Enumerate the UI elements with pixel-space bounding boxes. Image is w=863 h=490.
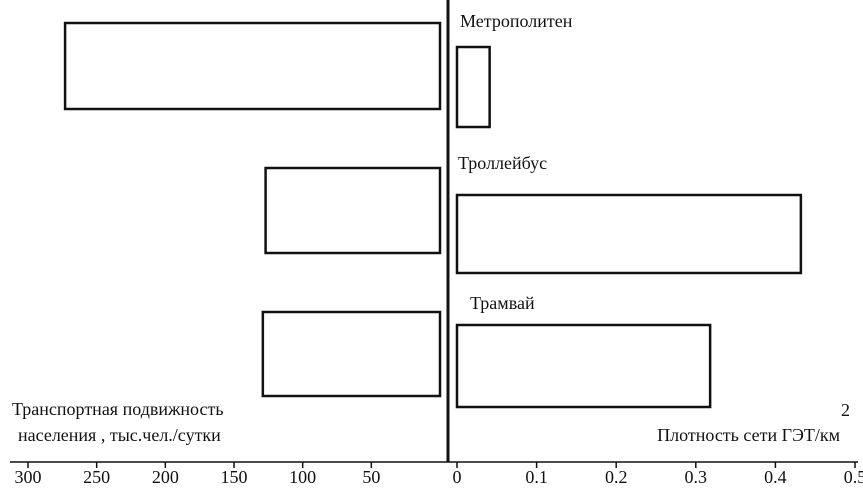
- bar: [261, 310, 442, 398]
- x-tick-label: 200: [152, 467, 179, 487]
- bar: [455, 323, 712, 409]
- category-label: Троллейбус: [458, 153, 547, 173]
- x-tick-label: 0.5: [844, 467, 863, 487]
- x-tick-label: 300: [15, 467, 42, 487]
- x-tick-label: 0.2: [605, 467, 628, 487]
- x-tick-label: 0.4: [764, 467, 787, 487]
- x-tick-label: 150: [221, 467, 248, 487]
- x-tick-label: 100: [289, 467, 316, 487]
- x-tick-label: 250: [83, 467, 110, 487]
- bar: [264, 166, 442, 255]
- x-tick-label: 0.1: [525, 467, 548, 487]
- left-axis-label: Транспортная подвижность: [12, 399, 224, 419]
- category-label: Метрополитен: [460, 11, 573, 31]
- right-axis-label-sup: 2: [841, 400, 850, 420]
- x-tick-label: 50: [362, 467, 380, 487]
- right-axis-label: Плотность сети ГЭТ/км: [657, 425, 840, 445]
- bar: [455, 193, 803, 275]
- bar: [63, 21, 442, 111]
- left-axis-label: населения , тыс.чел./сутки: [18, 425, 221, 445]
- category-label: Трамвай: [470, 293, 535, 313]
- bar: [455, 45, 491, 129]
- x-tick-label: 0: [453, 467, 462, 487]
- x-tick-label: 0.3: [685, 467, 708, 487]
